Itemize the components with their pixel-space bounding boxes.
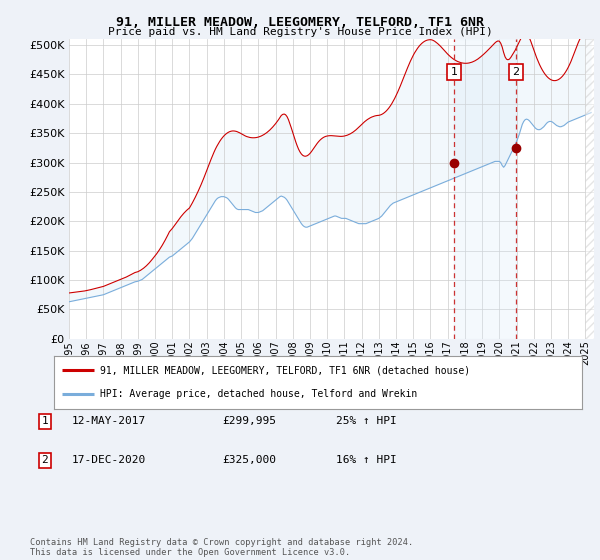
Text: 12-MAY-2017: 12-MAY-2017: [72, 416, 146, 426]
Text: 91, MILLER MEADOW, LEEGOMERY, TELFORD, TF1 6NR (detached house): 91, MILLER MEADOW, LEEGOMERY, TELFORD, T…: [100, 366, 470, 376]
Bar: [454, 39, 516, 339]
Text: 2: 2: [41, 455, 49, 465]
Text: £299,995: £299,995: [222, 416, 276, 426]
Text: 1: 1: [41, 416, 49, 426]
Text: Contains HM Land Registry data © Crown copyright and database right 2024.
This d: Contains HM Land Registry data © Crown c…: [30, 538, 413, 557]
Text: 17-DEC-2020: 17-DEC-2020: [72, 455, 146, 465]
Text: 16% ↑ HPI: 16% ↑ HPI: [336, 455, 397, 465]
Text: HPI: Average price, detached house, Telford and Wrekin: HPI: Average price, detached house, Telf…: [100, 389, 418, 399]
Text: Price paid vs. HM Land Registry's House Price Index (HPI): Price paid vs. HM Land Registry's House …: [107, 27, 493, 37]
Text: 25% ↑ HPI: 25% ↑ HPI: [336, 416, 397, 426]
Text: 91, MILLER MEADOW, LEEGOMERY, TELFORD, TF1 6NR: 91, MILLER MEADOW, LEEGOMERY, TELFORD, T…: [116, 16, 484, 29]
Text: £325,000: £325,000: [222, 455, 276, 465]
Text: 1: 1: [451, 67, 458, 77]
Text: 2: 2: [512, 67, 520, 77]
